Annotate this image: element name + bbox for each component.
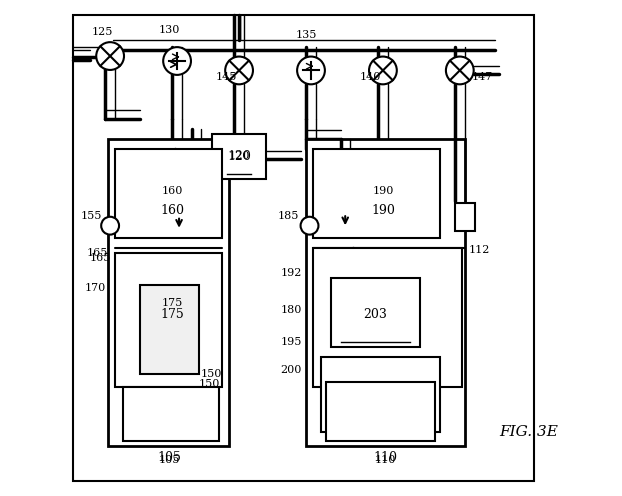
Bar	[321, 357, 440, 432]
Bar	[455, 203, 475, 231]
Text: 105: 105	[159, 455, 180, 465]
Text: 125: 125	[92, 27, 113, 37]
Circle shape	[297, 57, 325, 84]
Bar	[306, 139, 465, 446]
Text: 150: 150	[198, 379, 220, 389]
Bar	[108, 139, 229, 446]
Text: FIG. 3E: FIG. 3E	[499, 425, 559, 438]
Text: 155: 155	[81, 211, 103, 221]
Text: 190: 190	[372, 186, 394, 196]
Text: 180: 180	[281, 305, 302, 315]
Text: 175: 175	[162, 298, 183, 308]
Bar	[212, 134, 266, 179]
Bar	[326, 382, 435, 441]
Text: 175: 175	[160, 309, 184, 321]
Text: 203: 203	[363, 309, 388, 321]
Text: 150: 150	[201, 370, 223, 379]
Text: 165: 165	[90, 253, 111, 263]
Text: 195: 195	[281, 337, 302, 347]
Text: 165: 165	[87, 248, 108, 258]
Text: 170: 170	[85, 283, 106, 293]
Text: 120: 120	[228, 151, 250, 161]
Circle shape	[163, 47, 191, 75]
Text: 147: 147	[471, 72, 493, 82]
Bar	[313, 149, 440, 238]
Text: 120: 120	[227, 150, 251, 163]
Text: 200: 200	[281, 365, 302, 374]
Bar	[140, 285, 200, 374]
Bar	[115, 253, 221, 387]
Text: 190: 190	[371, 204, 395, 217]
Bar	[123, 387, 219, 441]
Text: 140: 140	[360, 72, 381, 82]
Circle shape	[300, 217, 318, 235]
Circle shape	[101, 217, 119, 235]
Circle shape	[96, 42, 124, 70]
Circle shape	[446, 57, 474, 84]
Text: 160: 160	[162, 186, 183, 196]
Text: 110: 110	[373, 451, 397, 464]
Text: 110: 110	[374, 455, 396, 465]
Text: 145: 145	[216, 72, 238, 82]
Text: 135: 135	[295, 30, 317, 40]
Bar	[313, 248, 462, 387]
Text: 105: 105	[158, 451, 182, 464]
Text: 192: 192	[281, 268, 302, 278]
Bar	[331, 278, 420, 347]
Circle shape	[369, 57, 397, 84]
Text: 185: 185	[278, 211, 299, 221]
Text: 112: 112	[469, 246, 490, 255]
Circle shape	[225, 57, 253, 84]
Text: 160: 160	[160, 204, 184, 217]
Bar	[115, 149, 221, 238]
Text: 130: 130	[159, 25, 180, 35]
